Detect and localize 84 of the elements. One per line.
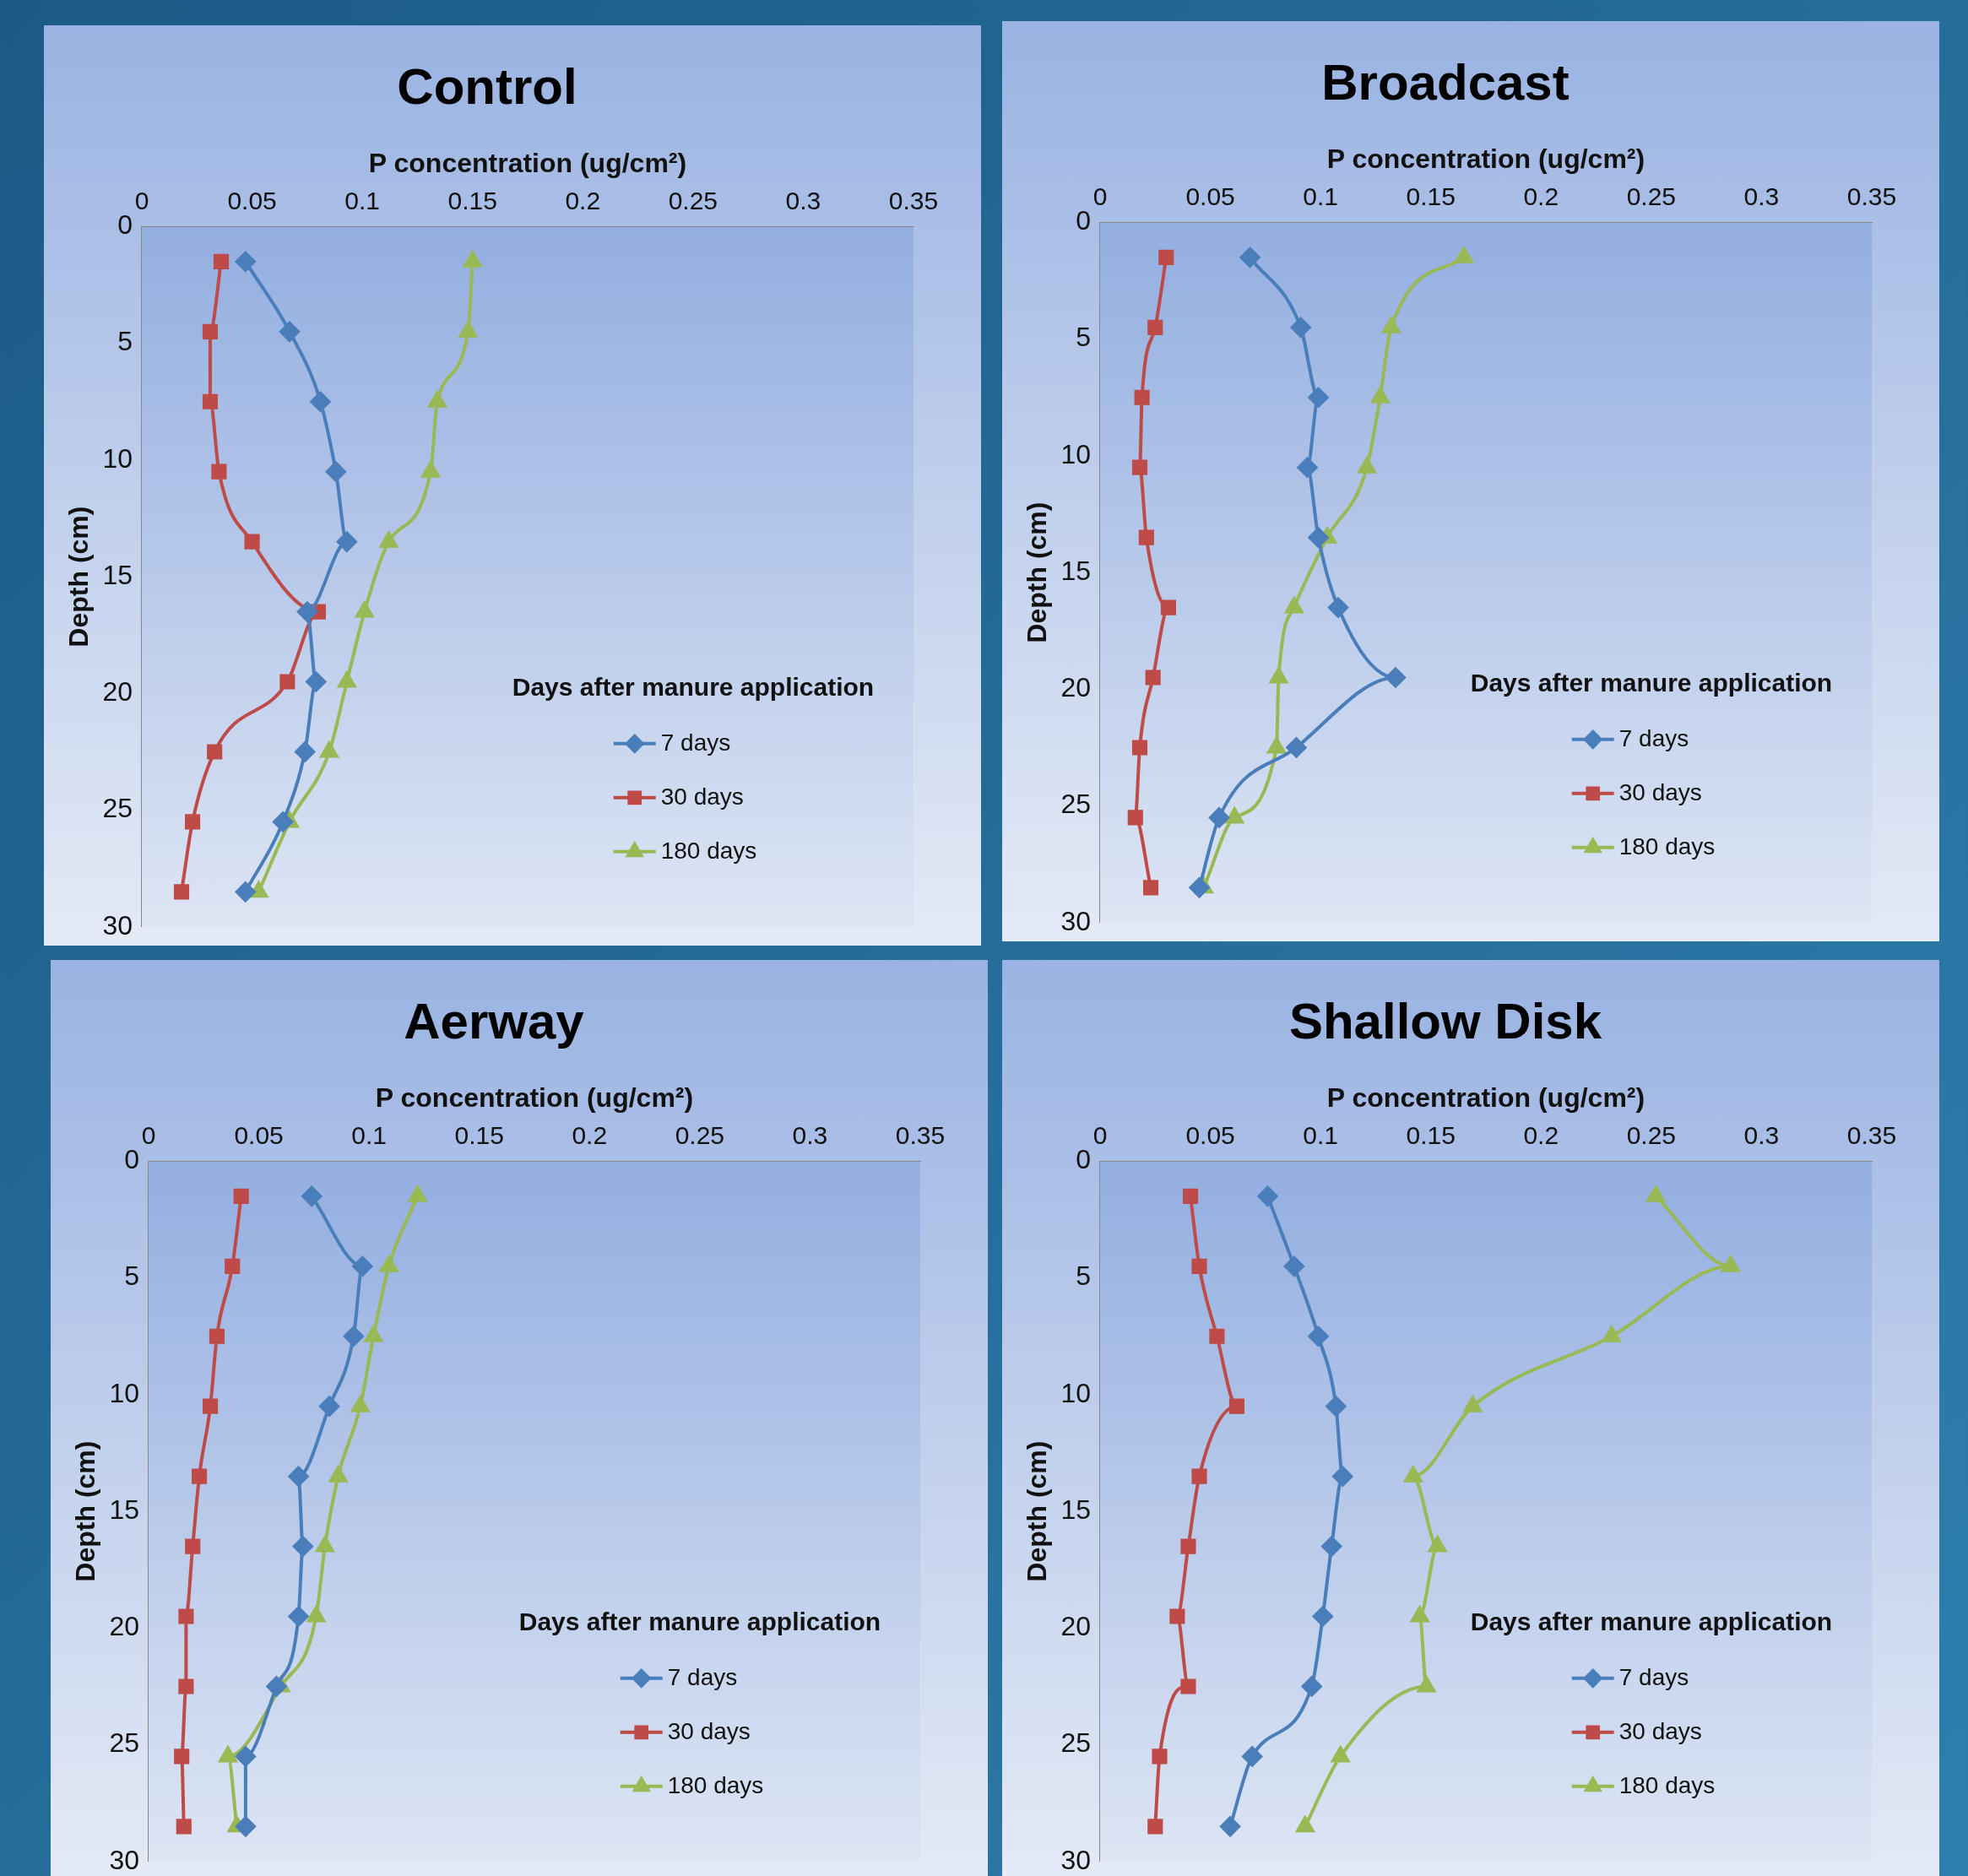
legend-label: 180 days	[660, 837, 757, 864]
x-tick-label: 0.35	[1846, 182, 1897, 210]
y-tick-label: 30	[1060, 1844, 1091, 1875]
x-tick-label: 0.15	[1406, 1120, 1456, 1149]
x-tick-label: 0.3	[792, 1120, 828, 1149]
x-tick-label: 0.1	[1303, 1120, 1338, 1149]
legend-title: Days after manure application	[512, 673, 875, 702]
legend-label: 30 days	[667, 1717, 751, 1744]
legend-label: 180 days	[667, 1771, 764, 1798]
y-tick-label: 10	[1060, 1377, 1091, 1408]
y-tick-label: 25	[109, 1727, 139, 1759]
y-tick-label: 10	[1060, 438, 1091, 469]
legend-label: 7 days	[1618, 1663, 1689, 1690]
y-axis-title: Depth (cm)	[1022, 502, 1053, 643]
y-tick-label: 20	[109, 1611, 139, 1642]
y-tick-label: 5	[1076, 1261, 1091, 1292]
legend-title: Days after manure application	[518, 1608, 881, 1636]
chart-title: Broadcast	[1321, 53, 1570, 111]
x-axis-title: P concentration (ug/cm²)	[368, 148, 687, 179]
x-tick-label: 0.05	[1185, 182, 1235, 210]
y-tick-label: 5	[117, 326, 133, 357]
y-tick-label: 0	[1076, 205, 1091, 236]
legend-label: 180 days	[1618, 832, 1716, 859]
x-tick-label: 0.05	[234, 1120, 284, 1149]
x-tick-label: 0.35	[895, 1120, 946, 1149]
x-tick-label: 0.3	[1743, 1120, 1780, 1149]
x-tick-label: 0.25	[1626, 1120, 1677, 1149]
legend-label: 180 days	[1618, 1771, 1716, 1798]
x-tick-label: 0.1	[344, 186, 380, 214]
y-tick-label: 20	[102, 676, 133, 708]
x-tick-label: 0.2	[1523, 182, 1559, 210]
y-tick-label: 30	[102, 909, 133, 941]
x-tick-label: 0.05	[227, 186, 277, 214]
y-axis-title: Depth (cm)	[63, 506, 95, 648]
x-tick-label: 0.25	[1626, 182, 1677, 210]
y-tick-label: 20	[1060, 1611, 1091, 1642]
y-tick-label: 25	[1060, 789, 1091, 820]
y-tick-label: 15	[109, 1494, 139, 1525]
x-tick-label: 0.15	[447, 186, 497, 214]
y-tick-label: 0	[117, 209, 133, 241]
x-tick-label: 0.2	[565, 186, 601, 214]
y-axis-title: Depth (cm)	[1022, 1440, 1053, 1582]
legend-label: 7 days	[667, 1663, 738, 1690]
y-tick-label: 5	[1076, 322, 1091, 353]
y-tick-label: 0	[1076, 1144, 1091, 1175]
chart-title: Shallow Disk	[1288, 992, 1602, 1049]
y-tick-label: 10	[109, 1377, 139, 1408]
legend-title: Days after manure application	[1470, 1608, 1833, 1636]
y-tick-label: 30	[1060, 905, 1091, 936]
x-tick-label: 0.05	[1185, 1120, 1235, 1149]
x-axis-title: P concentration (ug/cm²)	[1326, 144, 1645, 175]
x-tick-label: 0.3	[1743, 182, 1780, 210]
y-tick-label: 15	[1060, 555, 1091, 586]
y-tick-label: 25	[102, 793, 133, 824]
y-axis-title: Depth (cm)	[70, 1440, 101, 1582]
x-tick-label: 0.35	[1846, 1120, 1897, 1149]
x-axis-title: P concentration (ug/cm²)	[1326, 1082, 1645, 1114]
x-tick-label: 0.25	[675, 1120, 725, 1149]
chart-title: Control	[397, 57, 577, 115]
x-tick-label: 0.35	[888, 186, 939, 214]
y-tick-label: 10	[102, 442, 133, 474]
legend-label: 7 days	[660, 729, 731, 756]
x-tick-label: 0.2	[1523, 1120, 1559, 1149]
y-tick-label: 30	[109, 1844, 139, 1875]
y-tick-label: 25	[1060, 1727, 1091, 1759]
legend-label: 7 days	[1618, 724, 1689, 751]
x-tick-label: 0.1	[1303, 182, 1338, 210]
x-tick-label: 0.15	[454, 1120, 504, 1149]
x-tick-label: 0.1	[351, 1120, 387, 1149]
x-tick-label: 0.15	[1406, 182, 1456, 210]
y-tick-label: 15	[1060, 1494, 1091, 1525]
x-tick-label: 0.3	[785, 186, 821, 214]
x-tick-label: 0.25	[668, 186, 718, 214]
y-tick-label: 15	[102, 559, 133, 590]
y-tick-label: 5	[124, 1261, 139, 1292]
y-tick-label: 20	[1060, 672, 1091, 703]
legend-title: Days after manure application	[1470, 669, 1833, 697]
x-axis-title: P concentration (ug/cm²)	[375, 1082, 694, 1114]
legend-label: 30 days	[660, 783, 744, 810]
x-tick-label: 0.2	[572, 1120, 608, 1149]
legend-label: 30 days	[1618, 1717, 1702, 1744]
legend-label: 30 days	[1618, 778, 1702, 805]
y-tick-label: 0	[124, 1144, 139, 1175]
chart-title: Aerway	[404, 992, 585, 1049]
